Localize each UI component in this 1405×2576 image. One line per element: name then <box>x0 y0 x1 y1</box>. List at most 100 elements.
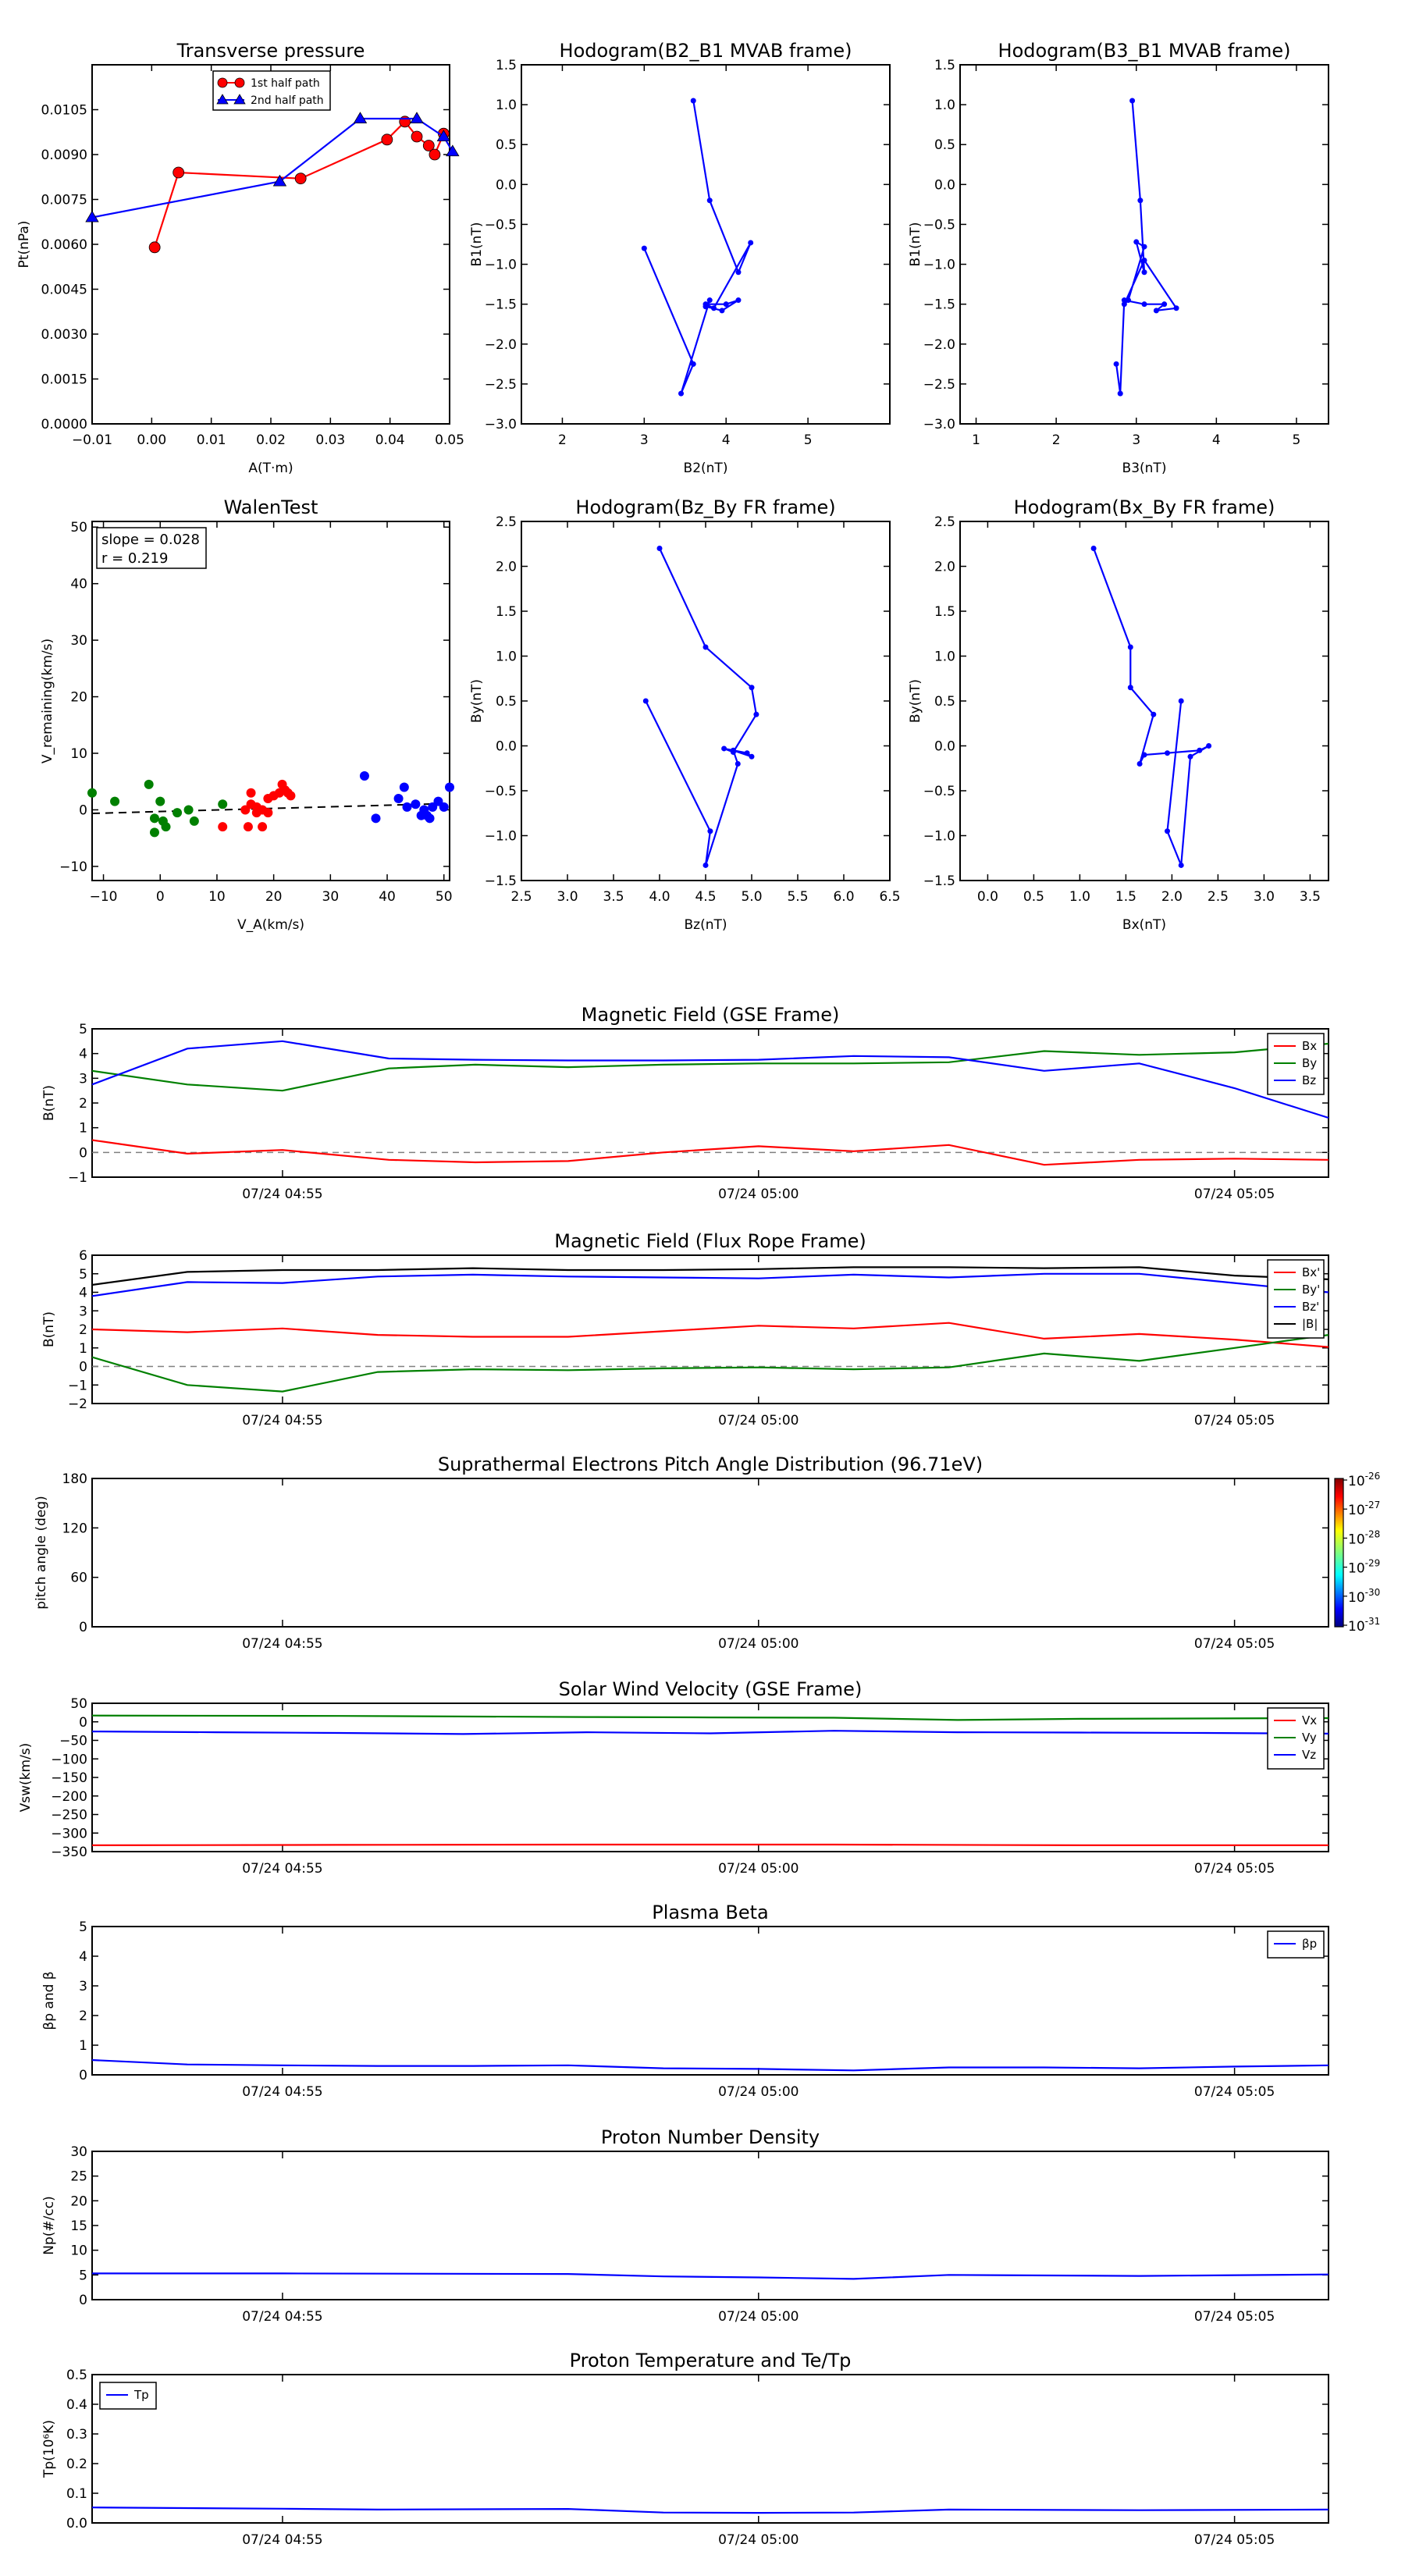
hodo_b2_b1-y-axis-label: B1(nT) <box>469 222 485 267</box>
mag_fr-time-tick-label: 07/24 04:55 <box>242 1413 322 1429</box>
transverse_pressure-x-tick-label: 0.03 <box>315 432 345 448</box>
transverse_pressure-x-tick-label: 0.00 <box>137 432 166 448</box>
hodo_b3_b1-y-tick-label: −1.5 <box>923 297 955 313</box>
hodo_b3_b1-y-tick-label: 1.0 <box>934 98 955 113</box>
mag_gse-y-tick-label: 1 <box>79 1121 87 1137</box>
hodo_bx_by-data-point <box>1178 698 1184 704</box>
hodo_bx_by-x-tick-label: 1.0 <box>1069 889 1090 905</box>
hodo_b3_b1-y-tick-label: −1.0 <box>923 258 955 273</box>
hodo_b3_b1-y-tick-label: −2.5 <box>923 377 955 393</box>
mag_fr-y-tick-label: −1 <box>68 1378 87 1393</box>
walen_test-data-point <box>144 779 154 789</box>
hodo_bz_by-data-point <box>744 750 750 756</box>
walen_test-data-point <box>155 796 165 806</box>
hodo_b3_b1-y-tick-label: 0.5 <box>934 137 955 153</box>
hodo_bz_by-x-tick-label: 2.5 <box>510 889 532 905</box>
tp-time-tick-label: 07/24 05:00 <box>718 2532 799 2548</box>
vsw-y-tick-label: −100 <box>51 1752 87 1767</box>
hodo_bz_by-data-point <box>753 711 759 717</box>
transverse_pressure-x-tick-label: 0.02 <box>256 432 286 448</box>
beta-y-tick-label: 5 <box>79 1920 87 1935</box>
walen_test-y-tick-label: 20 <box>70 690 87 706</box>
walen_test-fit-line <box>91 802 450 815</box>
hodo_b2_b1-y-tick-label: −1.0 <box>485 258 517 273</box>
hodo_b3_b1-data-point <box>1121 297 1127 304</box>
transverse_pressure-y-tick-label: 0.0060 <box>41 237 87 253</box>
pad-colorbar-base: 10 <box>1348 1532 1365 1547</box>
hodo_bx_by-x-tick-label: 2.0 <box>1161 889 1183 905</box>
vsw-y-tick-label: 0 <box>79 1715 87 1731</box>
hodo_b2_b1-y-tick-label: −2.0 <box>485 337 517 353</box>
beta-title: Plasma Beta <box>652 1902 768 1923</box>
mag_fr-series-line-3 <box>91 1266 1329 1286</box>
mag_fr-series-line-2 <box>91 1272 1329 1297</box>
hodo_bx_by-data-point <box>1141 752 1147 758</box>
hodo_bz_by-data-point <box>749 685 755 691</box>
mag_gse-legend-label: Bz <box>1302 1073 1316 1087</box>
hodo_b3_b1-data-point <box>1141 269 1147 276</box>
mag_gse-y-tick-label: 3 <box>79 1071 87 1087</box>
mag_fr-y-tick-label: 6 <box>79 1248 87 1264</box>
vsw-y-axis-label: Vsw(km/s) <box>18 1743 34 1813</box>
walen_test-y-tick-label: 50 <box>70 520 87 535</box>
transverse_pressure-x-tick-label: 0.05 <box>435 432 464 448</box>
hodo_b2_b1-data-point <box>719 308 725 314</box>
walen_test-x-tick-label: 40 <box>379 889 396 905</box>
hodo_bx_by-y-tick-label: 0.0 <box>934 739 955 755</box>
mag_fr-legend-label: Bz' <box>1302 1300 1319 1314</box>
transverse_pressure-data-point <box>272 174 287 187</box>
np-series-line-0 <box>92 2272 1329 2280</box>
hodo_bx_by-y-axis-label: By(nT) <box>908 679 923 723</box>
walen_test-data-point <box>218 822 228 832</box>
hodo_b3_b1-data-point <box>1173 305 1179 311</box>
hodo_b2_b1-x-axis-label: B2(nT) <box>684 461 728 476</box>
hodo_bx_by-x-tick-label: 0.5 <box>1023 889 1044 905</box>
vsw-y-tick-label: −150 <box>51 1770 87 1786</box>
hodo_bz_by-x-tick-label: 6.0 <box>833 889 854 905</box>
pad-colorbar-base: 10 <box>1348 1590 1365 1606</box>
transverse_pressure-y-tick-label: 0.0015 <box>41 372 87 388</box>
hodo_b2_b1-y-tick-label: −2.5 <box>485 377 517 393</box>
hodo_bz_by-series-line-0 <box>645 548 758 866</box>
hodo_b2_b1-data-point <box>735 269 742 276</box>
walen_test-title: WalenTest <box>224 496 318 518</box>
transverse_pressure-data-point <box>148 241 161 254</box>
np-y-axis-label: Np(#/cc) <box>41 2196 57 2254</box>
hodo_bz_by-y-tick-label: −1.5 <box>485 873 517 889</box>
pad-y-tick-label: 60 <box>70 1571 87 1586</box>
transverse_pressure-y-tick-label: 0.0000 <box>41 417 87 432</box>
hodo_bz_by-x-tick-label: 5.5 <box>787 889 808 905</box>
transverse_pressure-y-axis-label: Pt(nPa) <box>16 221 32 269</box>
tp-axes-frame <box>91 2374 1329 2524</box>
pad-time-tick-label: 07/24 05:05 <box>1194 1636 1275 1652</box>
hodo_bz_by-data-point <box>702 862 709 868</box>
walen_test-annotation-slope: slope = 0.028 <box>101 532 200 548</box>
walen_test-data-point <box>149 813 159 824</box>
hodo_bz_by-y-tick-label: 2.0 <box>496 560 517 575</box>
hodo_bz_by-data-point <box>721 745 727 752</box>
walen_test-data-point <box>286 791 296 801</box>
pad-y-tick-label: 180 <box>62 1471 87 1487</box>
beta-series-line-0 <box>91 2058 1329 2072</box>
transverse_pressure-x-tick-label: −0.01 <box>72 432 112 448</box>
transverse_pressure-legend-label: 1st half path <box>251 77 320 90</box>
np-y-tick-label: 20 <box>70 2194 87 2209</box>
mag_fr-title: Magnetic Field (Flux Rope Frame) <box>554 1230 866 1252</box>
hodo_bx_by-x-axis-label: Bx(nT) <box>1122 917 1166 933</box>
beta-y-tick-label: 3 <box>79 1979 87 1994</box>
hodo_b3_b1-y-tick-label: −0.5 <box>923 217 955 233</box>
walen_test-data-point <box>243 822 253 832</box>
vsw-y-tick-label: −200 <box>51 1789 87 1805</box>
pad-colorbar-base: 10 <box>1348 1474 1365 1489</box>
vsw-series-line-1 <box>91 1714 1329 1721</box>
hodo_bx_by-x-tick-label: 0.0 <box>977 889 998 905</box>
hodo_b2_b1-data-point <box>690 361 696 367</box>
walen_test-data-point <box>173 808 183 818</box>
walen_test-x-tick-label: 20 <box>265 889 283 905</box>
hodo_b2_b1-y-tick-label: 1.0 <box>496 98 517 113</box>
hodo_b3_b1-data-point <box>1117 390 1123 397</box>
mag_gse-time-tick-label: 07/24 05:00 <box>718 1187 799 1202</box>
pad-colorbar-label: 10-30 <box>1348 1587 1380 1606</box>
hodo_b3_b1-data-point <box>1113 361 1119 367</box>
